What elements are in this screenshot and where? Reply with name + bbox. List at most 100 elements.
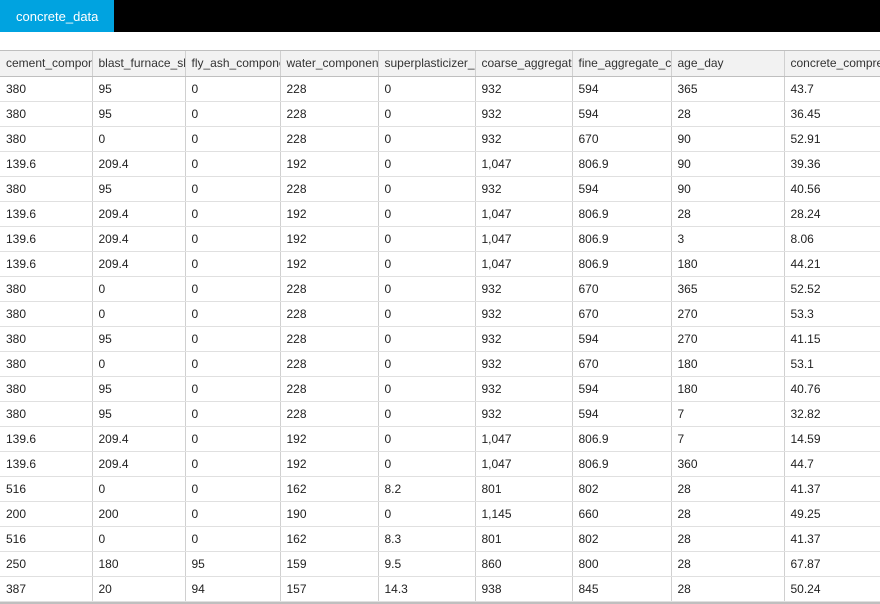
tab-label: concrete_data [16,9,98,24]
table-cell: 0 [185,451,280,476]
table-cell: 1,145 [475,501,572,526]
table-cell: 0 [378,226,475,251]
table-row[interactable]: 38000228093267018053.1 [0,351,880,376]
table-cell: 365 [671,276,784,301]
table-row[interactable]: 139.6209.4019201,047806.918044.21 [0,251,880,276]
table-cell: 228 [280,126,378,151]
table-cell: 1,047 [475,226,572,251]
table-cell: 228 [280,101,378,126]
table-cell: 90 [671,176,784,201]
table-cell: 67.87 [784,551,880,576]
table-row[interactable]: 380950228093259436543.7 [0,76,880,101]
tab-concrete-data[interactable]: concrete_data [0,0,114,32]
table-cell: 139.6 [0,151,92,176]
column-header[interactable]: fly_ash_componer [185,51,280,76]
table-row[interactable]: 139.6209.4019201,047806.938.06 [0,226,880,251]
table-cell: 28 [671,201,784,226]
column-header[interactable]: fine_aggregate_cc [572,51,671,76]
table-cell: 516 [0,526,92,551]
table-cell: 380 [0,176,92,201]
table-cell: 8.06 [784,226,880,251]
table-row[interactable]: 3800022809326709052.91 [0,126,880,151]
table-cell: 802 [572,526,671,551]
table-row[interactable]: 139.6209.4019201,047806.99039.36 [0,151,880,176]
table-cell: 39.36 [784,151,880,176]
table-cell: 801 [475,526,572,551]
table-row[interactable]: 380950228093259427041.15 [0,326,880,351]
table-cell: 0 [378,326,475,351]
table-cell: 228 [280,326,378,351]
table-cell: 209.4 [92,451,185,476]
column-header[interactable]: blast_furnace_sla [92,51,185,76]
column-header[interactable]: water_componen [280,51,378,76]
table-cell: 0 [185,126,280,151]
table-cell: 52.52 [784,276,880,301]
table-cell: 7 [671,426,784,451]
table-cell: 228 [280,301,378,326]
table-cell: 192 [280,226,378,251]
table-row[interactable]: 139.6209.4019201,047806.936044.7 [0,451,880,476]
table-cell: 0 [185,101,280,126]
table-cell: 41.37 [784,476,880,501]
table-row[interactable]: 200200019001,1456602849.25 [0,501,880,526]
table-row[interactable]: 387209415714.39388452850.24 [0,576,880,601]
table-cell: 802 [572,476,671,501]
table-row[interactable]: 139.6209.4019201,047806.9714.59 [0,426,880,451]
table-row[interactable]: 38095022809325949040.56 [0,176,880,201]
column-header[interactable]: cement_compone [0,51,92,76]
table-cell: 209.4 [92,151,185,176]
table-cell: 0 [185,326,280,351]
table-cell: 95 [92,376,185,401]
table-cell: 932 [475,76,572,101]
table-cell: 94 [185,576,280,601]
column-header[interactable]: concrete_compre [784,51,880,76]
table-cell: 660 [572,501,671,526]
table-row[interactable]: 3809502280932594732.82 [0,401,880,426]
column-header[interactable]: coarse_aggregate [475,51,572,76]
table-cell: 95 [92,76,185,101]
table-cell: 228 [280,276,378,301]
table-cell: 380 [0,401,92,426]
table-cell: 40.76 [784,376,880,401]
table-cell: 43.7 [784,76,880,101]
table-cell: 209.4 [92,226,185,251]
table-cell: 0 [185,226,280,251]
table-cell: 1,047 [475,451,572,476]
table-cell: 9.5 [378,551,475,576]
table-row[interactable]: 250180951599.58608002867.87 [0,551,880,576]
table-cell: 53.3 [784,301,880,326]
table-row[interactable]: 38000228093267027053.3 [0,301,880,326]
table-cell: 95 [92,326,185,351]
column-header[interactable]: superplasticizer_ [378,51,475,76]
table-cell: 932 [475,401,572,426]
table-cell: 932 [475,326,572,351]
table-cell: 8.2 [378,476,475,501]
table-cell: 0 [185,151,280,176]
table-cell: 90 [671,126,784,151]
table-cell: 3 [671,226,784,251]
table-row[interactable]: 380950228093259418040.76 [0,376,880,401]
table-cell: 95 [92,401,185,426]
column-header[interactable]: age_day [671,51,784,76]
table-cell: 159 [280,551,378,576]
table-row[interactable]: 516001628.38018022841.37 [0,526,880,551]
table-cell: 180 [671,251,784,276]
table-cell: 139.6 [0,251,92,276]
table-cell: 380 [0,276,92,301]
table-row[interactable]: 38095022809325942836.45 [0,101,880,126]
table-cell: 28 [671,101,784,126]
table-cell: 0 [378,426,475,451]
table-cell: 594 [572,101,671,126]
table-cell: 0 [378,301,475,326]
table-cell: 806.9 [572,426,671,451]
table-row[interactable]: 38000228093267036552.52 [0,276,880,301]
table-cell: 932 [475,126,572,151]
table-cell: 594 [572,76,671,101]
table-row[interactable]: 139.6209.4019201,047806.92828.24 [0,201,880,226]
table-cell: 95 [92,176,185,201]
table-cell: 0 [185,526,280,551]
table-cell: 41.15 [784,326,880,351]
table-cell: 594 [572,176,671,201]
table-cell: 180 [671,351,784,376]
table-row[interactable]: 516001628.28018022841.37 [0,476,880,501]
